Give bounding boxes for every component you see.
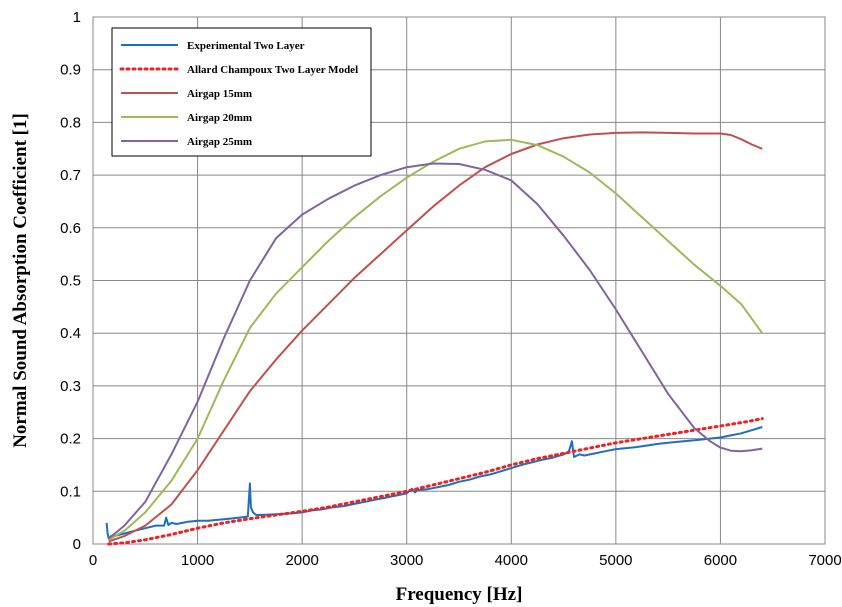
tick-labels: 0 1000 2000 3000 4000 5000 6000 7000 0 0.1 0.2 0.3 0… bbox=[60, 9, 842, 569]
series-line-2 bbox=[108, 131, 763, 543]
y-tick-label: 0.7 bbox=[60, 167, 81, 184]
legend-label: Experimental Two Layer bbox=[187, 40, 305, 52]
y-tick-label: 0 bbox=[73, 536, 81, 553]
legend: Experimental Two Layer Allard Champoux Tw… bbox=[111, 27, 372, 157]
x-tick-label: 1000 bbox=[181, 552, 214, 569]
legend-label: Airgap 15mm bbox=[187, 88, 252, 100]
y-tick-label: 0.8 bbox=[60, 114, 81, 131]
x-tick-label: 0 bbox=[89, 552, 97, 569]
legend-label: Airgap 20mm bbox=[187, 112, 252, 124]
x-tick-label: 4000 bbox=[495, 552, 528, 569]
plot-area-frame bbox=[92, 16, 826, 545]
x-tick-label: 5000 bbox=[599, 552, 632, 569]
x-tick-label: 7000 bbox=[808, 552, 841, 569]
x-tick-label: 2000 bbox=[285, 552, 318, 569]
series-line-1 bbox=[107, 417, 764, 546]
series-line-4 bbox=[108, 162, 763, 540]
y-tick-label: 0.1 bbox=[60, 483, 81, 500]
x-tick-label: 6000 bbox=[704, 552, 737, 569]
series-line-3 bbox=[108, 138, 764, 541]
y-tick-label: 0.2 bbox=[60, 431, 81, 448]
x-axis-title: Frequency [Hz] bbox=[396, 584, 523, 605]
y-tick-label: 0.4 bbox=[60, 325, 81, 342]
legend-label: Airgap 25mm bbox=[187, 136, 252, 148]
series-line-0 bbox=[105, 426, 763, 540]
legend-label: Allard Champoux Two Layer Model bbox=[187, 64, 358, 76]
y-tick-label: 0.9 bbox=[60, 62, 81, 79]
y-axis-title: Normal Sound Absorption Coefficient [1] bbox=[10, 113, 31, 448]
y-tick-label: 0.3 bbox=[60, 378, 81, 395]
series-layer bbox=[105, 131, 764, 546]
y-tick-label: 0.6 bbox=[60, 220, 81, 237]
y-tick-label: 1 bbox=[73, 9, 81, 26]
x-tick-label: 3000 bbox=[390, 552, 423, 569]
y-tick-label: 0.5 bbox=[60, 273, 81, 290]
